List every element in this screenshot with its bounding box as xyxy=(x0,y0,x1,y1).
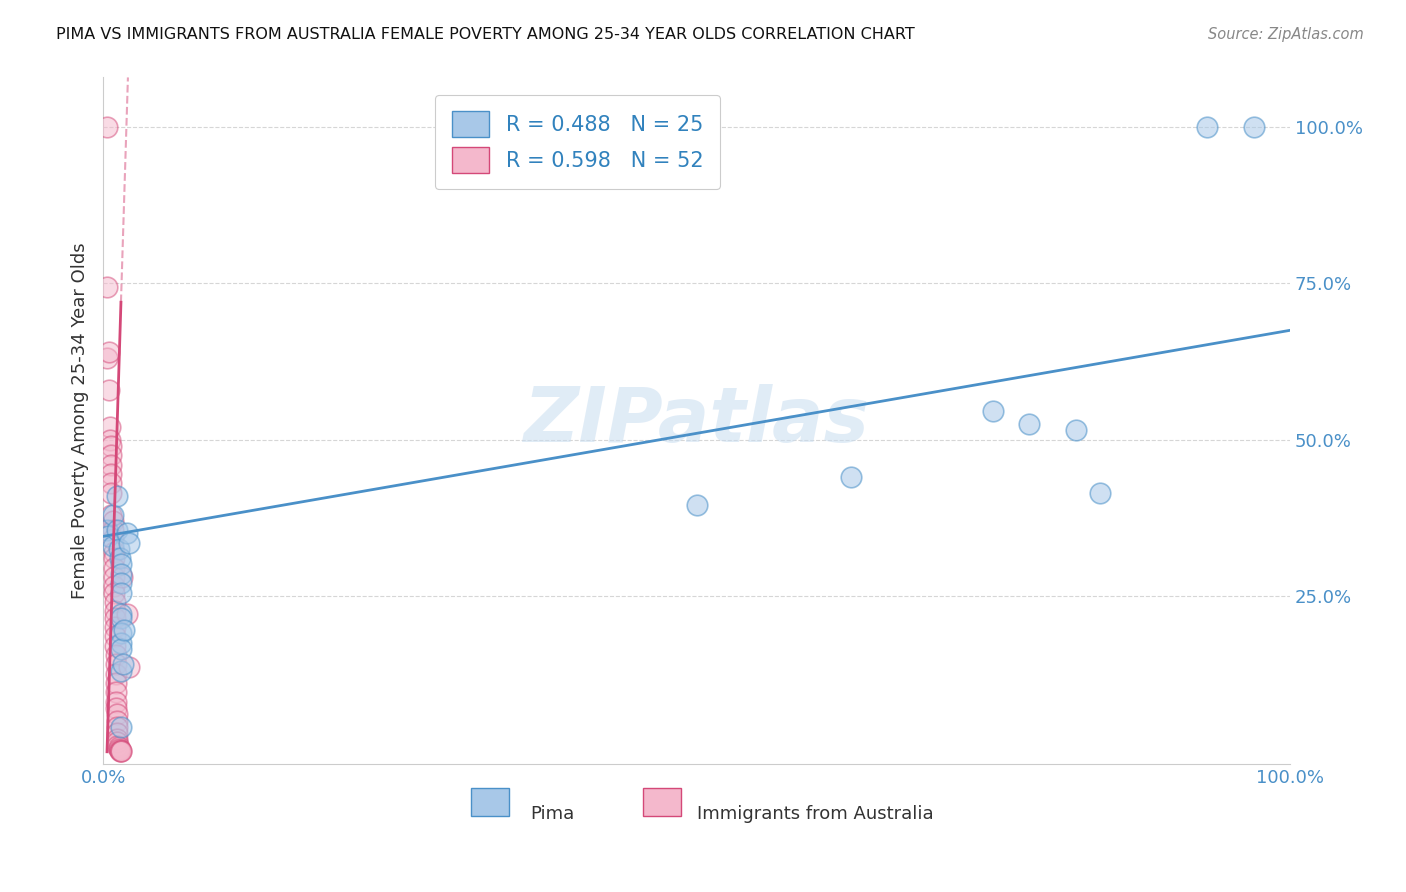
Point xyxy=(110,610,132,624)
Text: Immigrants from Australia: Immigrants from Australia xyxy=(696,805,934,823)
Point xyxy=(101,514,124,528)
Point xyxy=(110,744,132,758)
Point xyxy=(105,732,128,747)
Point xyxy=(101,533,124,547)
Point xyxy=(100,467,122,481)
Point xyxy=(105,657,128,672)
Point xyxy=(108,743,131,757)
Point xyxy=(101,539,124,553)
Point xyxy=(685,498,707,512)
Point xyxy=(98,420,121,434)
Point xyxy=(110,626,132,640)
Point xyxy=(104,610,127,624)
Text: Pima: Pima xyxy=(530,805,575,823)
Point xyxy=(110,720,132,734)
Point xyxy=(98,345,121,359)
Point xyxy=(100,448,122,462)
Point xyxy=(103,545,125,559)
Point xyxy=(105,489,128,503)
Point xyxy=(98,383,121,397)
Point xyxy=(108,743,131,757)
Point xyxy=(107,741,129,756)
Point xyxy=(111,570,134,584)
Point xyxy=(110,566,132,581)
Point xyxy=(104,595,127,609)
Point xyxy=(105,523,128,537)
Point xyxy=(105,707,128,722)
Point xyxy=(103,570,125,584)
Point xyxy=(105,735,128,749)
Point xyxy=(105,648,128,662)
Point xyxy=(110,585,132,599)
Point xyxy=(981,404,1004,418)
Point xyxy=(115,607,138,622)
Point xyxy=(110,664,132,678)
Point xyxy=(110,576,132,591)
Point xyxy=(1243,120,1265,135)
FancyBboxPatch shape xyxy=(471,789,509,816)
Point xyxy=(107,739,129,754)
Point xyxy=(1066,423,1088,437)
Point xyxy=(104,604,127,618)
Point xyxy=(101,508,124,522)
Point xyxy=(103,579,125,593)
Point xyxy=(101,523,124,537)
Point xyxy=(110,558,132,572)
Point xyxy=(97,529,120,543)
Point xyxy=(105,714,128,728)
Point xyxy=(105,720,128,734)
Text: Source: ZipAtlas.com: Source: ZipAtlas.com xyxy=(1208,27,1364,42)
Point xyxy=(107,541,129,556)
Legend: R = 0.488   N = 25, R = 0.598   N = 52: R = 0.488 N = 25, R = 0.598 N = 52 xyxy=(436,95,720,189)
Point xyxy=(100,508,122,522)
Text: ZIPatlas: ZIPatlas xyxy=(523,384,869,458)
Point xyxy=(105,695,128,709)
Point xyxy=(96,279,118,293)
Point xyxy=(1088,485,1111,500)
Point xyxy=(110,607,132,622)
Point xyxy=(839,470,862,484)
Point xyxy=(96,523,118,537)
Point xyxy=(98,433,121,447)
Point xyxy=(110,744,132,758)
Point xyxy=(100,476,122,491)
Point xyxy=(105,685,128,699)
Point xyxy=(103,560,125,574)
Point xyxy=(104,639,127,653)
Point xyxy=(118,660,141,674)
Point xyxy=(103,551,125,566)
Point xyxy=(110,641,132,656)
Text: PIMA VS IMMIGRANTS FROM AUSTRALIA FEMALE POVERTY AMONG 25-34 YEAR OLDS CORRELATI: PIMA VS IMMIGRANTS FROM AUSTRALIA FEMALE… xyxy=(56,27,915,42)
Point xyxy=(114,623,136,637)
Point xyxy=(105,676,128,690)
Point xyxy=(112,657,135,672)
Point xyxy=(104,620,127,634)
FancyBboxPatch shape xyxy=(643,789,681,816)
Point xyxy=(105,726,128,740)
Point xyxy=(104,629,127,643)
Point xyxy=(105,666,128,681)
Point xyxy=(115,526,138,541)
Point xyxy=(110,635,132,649)
Point xyxy=(96,120,118,135)
Y-axis label: Female Poverty Among 25-34 Year Olds: Female Poverty Among 25-34 Year Olds xyxy=(72,243,89,599)
Point xyxy=(1195,120,1218,135)
Point xyxy=(105,701,128,715)
Point xyxy=(100,458,122,472)
Point xyxy=(108,551,131,566)
Point xyxy=(118,535,141,549)
Point xyxy=(100,439,122,453)
Point xyxy=(1018,417,1040,431)
Point xyxy=(105,739,128,753)
Point xyxy=(103,585,125,599)
Point xyxy=(100,485,122,500)
Point xyxy=(96,351,118,366)
